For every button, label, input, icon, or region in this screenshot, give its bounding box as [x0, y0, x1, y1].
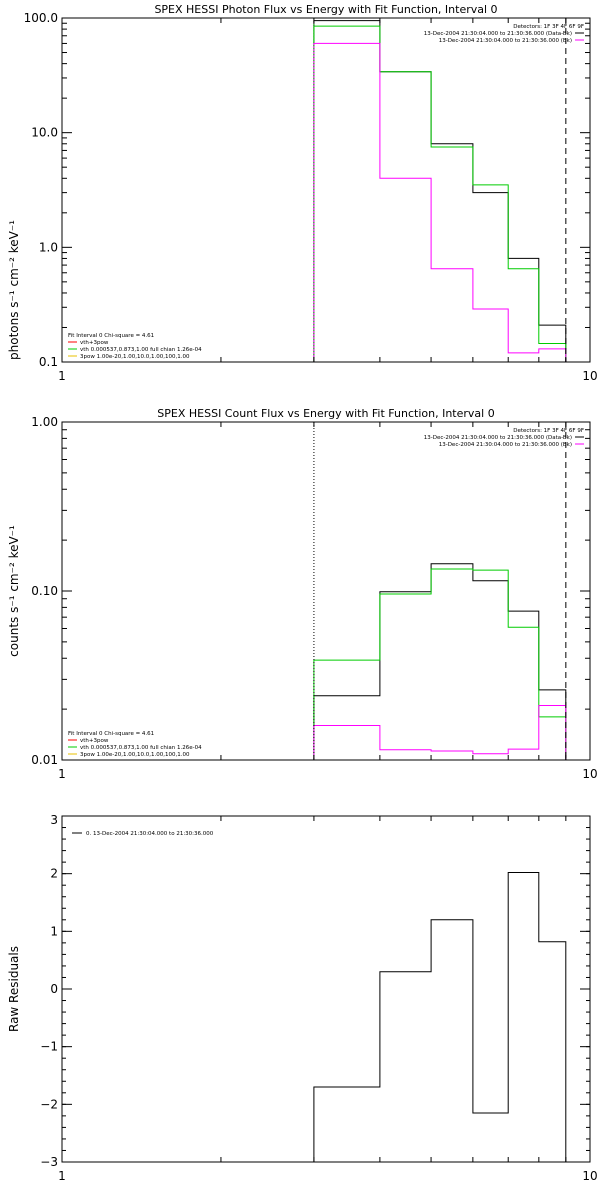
x-tick-label: 10: [582, 1169, 597, 1183]
legend-entry: Detectors: 1F 3F 4F 6F 9F: [513, 24, 584, 30]
y-axis-label: photons s⁻¹ cm⁻² keV⁻¹: [7, 220, 21, 360]
y-tick-label: −1: [40, 1040, 58, 1054]
legend-entry: 0. 13-Dec-2004 21:30:04.000 to 21:30:36.…: [86, 831, 214, 837]
legend-entry: 13-Dec-2004 21:30:04.000 to 21:30:36.000…: [439, 38, 572, 44]
y-tick-label: 0.01: [31, 753, 58, 767]
series-line-1: [313, 25, 567, 362]
plot-frame: [61, 815, 591, 1163]
series-line-1: [313, 568, 567, 760]
chart-title: SPEX HESSI Count Flux vs Energy with Fit…: [157, 407, 494, 420]
y-tick-label: 1.00: [31, 415, 58, 429]
x-tick-label: 1: [58, 1169, 66, 1183]
y-tick-label: 100.0: [24, 11, 58, 25]
y-tick-label: 1: [50, 924, 58, 938]
legend-entry: Fit Interval 0 Chi-square = 4.61: [68, 731, 154, 737]
legend-entry: vth+3pow: [80, 738, 109, 744]
plot-frame: [61, 17, 591, 363]
y-tick-label: 3: [50, 813, 58, 827]
legend-entry: 13-Dec-2004 21:30:04.000 to 21:30:36.000…: [424, 31, 572, 37]
y-tick-label: −3: [40, 1155, 58, 1169]
chart-title: SPEX HESSI Photon Flux vs Energy with Fi…: [154, 3, 497, 16]
chart-panel-0: 100.0 10.0 1.0 0.11 10 SPEX HESSI Photon Flux…: [7, 3, 598, 383]
series-line-2: [313, 705, 567, 760]
legend-entry: vth 0.000537,0.873,1.00 full chian 1.26e…: [80, 347, 202, 353]
legend-entry: 13-Dec-2004 21:30:04.000 to 21:30:36.000…: [439, 442, 572, 448]
legend-entry: vth 0.000537,0.873,1.00 full chian 1.26e…: [80, 745, 202, 751]
chart-panel-1: 1.00 0.10 0.011 10 SPEX HESSI Count Flux vs …: [7, 407, 598, 781]
legend-entry: Fit Interval 0 Chi-square = 4.61: [68, 333, 154, 339]
y-tick-label: −2: [40, 1097, 58, 1111]
y-tick-label: 0.10: [31, 584, 58, 598]
y-axis-label: counts s⁻¹ cm⁻² keV⁻¹: [7, 525, 21, 657]
x-tick-label: 1: [58, 767, 66, 781]
y-axis-label: Raw Residuals: [7, 946, 21, 1032]
x-tick-label: 1: [58, 369, 66, 383]
legend-entry: vth+3pow: [80, 340, 109, 346]
x-tick-label: 10: [582, 369, 597, 383]
legend-entry: Detectors: 1F 3F 4F 6F 9F: [513, 428, 584, 434]
series-line-2: [313, 42, 567, 362]
y-tick-label: 0.1: [39, 355, 58, 369]
legend-entry: 13-Dec-2004 21:30:04.000 to 21:30:36.000…: [424, 435, 572, 441]
series-line-0: [313, 20, 567, 362]
plot-frame: [61, 421, 591, 761]
series-line-0: [313, 563, 567, 760]
y-tick-label: 10.0: [31, 126, 58, 140]
y-tick-label: 2: [50, 867, 58, 881]
legend-entry: 3pow 1.00e-20,1.00,10.0,1.00,100,1.00: [80, 752, 190, 758]
y-tick-label: 0: [50, 982, 58, 996]
legend-entry: 3pow 1.00e-20,1.00,10.0,1.00,100,1.00: [80, 354, 190, 360]
x-tick-label: 10: [582, 767, 597, 781]
series-line-0: [313, 872, 567, 1162]
y-tick-label: 1.0: [39, 240, 58, 254]
